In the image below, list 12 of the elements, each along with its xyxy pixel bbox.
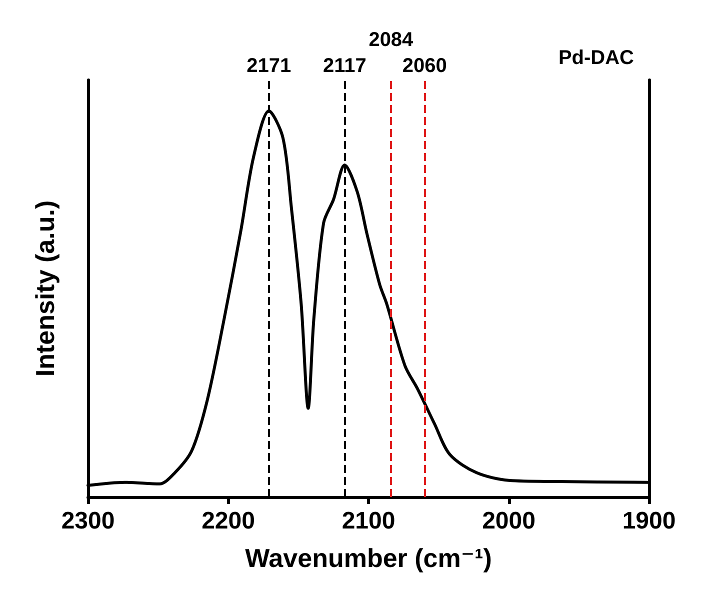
x-tick-label: 2100 xyxy=(342,508,396,534)
ref-line-label: 2117 xyxy=(322,55,366,77)
y-axis-title: Intensity (a.u.) xyxy=(30,200,60,377)
ref-line-label: 2084 xyxy=(368,29,414,51)
x-tick-label: 2300 xyxy=(61,508,115,534)
x-axis-title: Wavenumber (cm⁻¹) xyxy=(245,543,492,573)
ref-line-label: 2171 xyxy=(246,55,292,77)
text: Pd-DAC xyxy=(558,47,634,69)
x-tick-label: 1900 xyxy=(622,508,676,534)
ref-line-label: 2060 xyxy=(402,55,447,77)
x-tick-label: 2200 xyxy=(202,508,255,534)
x-tick-label: 2000 xyxy=(482,508,536,534)
